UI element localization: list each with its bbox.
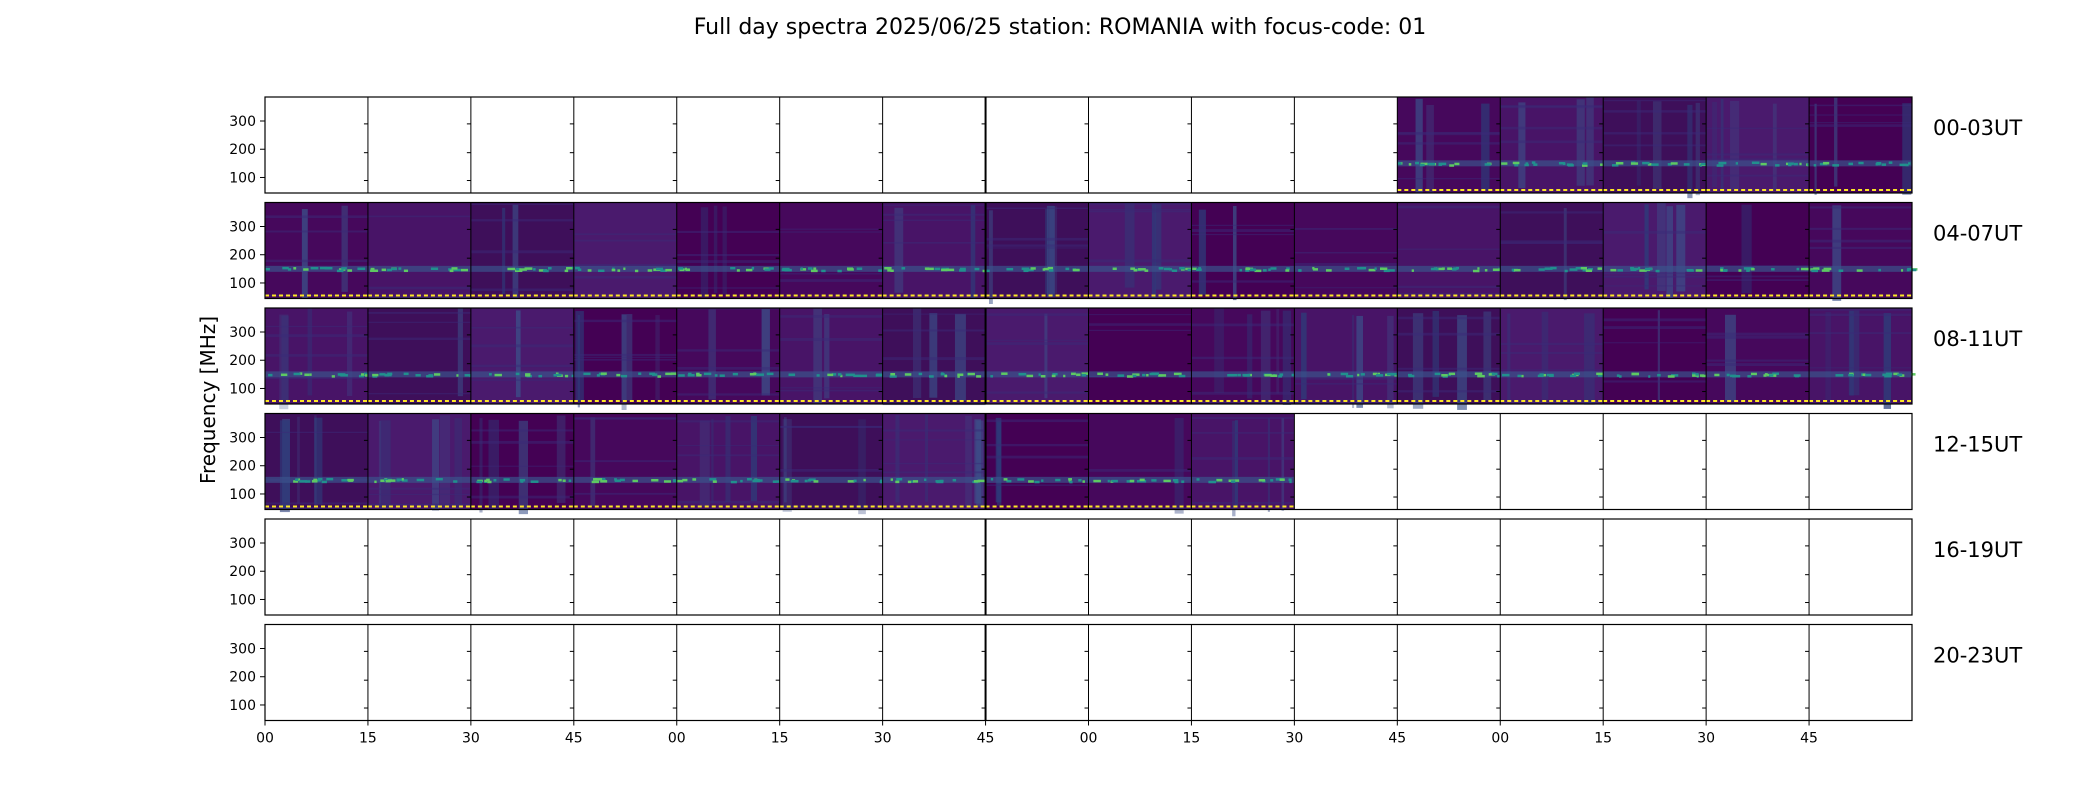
y-tick-label: 300 xyxy=(229,642,256,658)
spectrogram-panel xyxy=(1191,202,1295,301)
y-tick-label: 100 xyxy=(229,592,256,608)
y-tick-label: 300 xyxy=(229,220,256,236)
spectrogram-panel xyxy=(1294,308,1399,409)
y-tick-label: 100 xyxy=(229,381,256,397)
spectrogram-panel xyxy=(1500,202,1604,301)
spectrogram-panel xyxy=(367,202,471,299)
spectrogram-panel xyxy=(1603,97,1710,199)
spectrogram-panel xyxy=(1397,308,1502,410)
spectrogram-panel xyxy=(676,202,780,299)
spectrogram-panel xyxy=(367,308,472,404)
x-tick-label: 00 xyxy=(1491,731,1509,747)
y-tick-label: 300 xyxy=(229,325,256,341)
spectrogram-panel xyxy=(1603,202,1707,299)
y-tick-label: 200 xyxy=(229,564,256,580)
y-tick-label: 100 xyxy=(229,276,256,292)
spectrogram-panel xyxy=(470,308,578,404)
spectrogram-panel xyxy=(882,413,986,510)
spectrogram-panel xyxy=(1809,308,1916,409)
y-tick-label: 300 xyxy=(229,536,256,552)
spectrogram-panel xyxy=(1088,202,1194,299)
row-label: 20-23UT xyxy=(1933,644,2022,668)
chart-title: Full day spectra 2025/06/25 station: ROM… xyxy=(694,15,1427,40)
x-tick-label: 30 xyxy=(1697,731,1715,747)
x-tick-label: 30 xyxy=(1285,731,1303,747)
spectrogram-panel xyxy=(265,308,369,410)
spectrogram-panel xyxy=(1191,308,1298,405)
spectrogram-panel xyxy=(470,202,574,299)
row-label: 12-15UT xyxy=(1933,433,2022,457)
x-tick-label: 00 xyxy=(668,731,686,747)
x-tick-label: 45 xyxy=(977,731,995,747)
spectrogram-panel xyxy=(882,308,986,406)
spectrogram-panel xyxy=(882,202,989,299)
spectrogram-panel xyxy=(1809,202,1918,301)
spectrogram-panel xyxy=(676,413,781,510)
spectrogram-panel xyxy=(985,202,1089,304)
y-tick-label: 200 xyxy=(229,248,256,264)
spectrogram-panel xyxy=(779,202,885,299)
spectrogram-panel xyxy=(1603,308,1709,404)
x-tick-label: 00 xyxy=(256,731,274,747)
spectrogram-panel xyxy=(367,413,474,511)
spectrogram-panel xyxy=(985,308,1089,404)
x-tick-label: 00 xyxy=(1080,731,1098,747)
spectrogram-panel xyxy=(1191,413,1295,517)
spectrogram-panel xyxy=(1088,308,1192,404)
spectrogram-panel xyxy=(470,413,574,515)
row-label: 00-03UT xyxy=(1933,116,2022,140)
y-tick-label: 100 xyxy=(229,170,256,186)
x-axis: 00 15 30 45 00 15 30 45 00 15 30 45 00 15 30 45 xyxy=(256,720,1818,747)
spectrogram-panel xyxy=(265,202,368,299)
y-tick-label: 300 xyxy=(229,114,256,130)
spectrogram-panel xyxy=(573,202,677,299)
row-label: 16-19UT xyxy=(1933,538,2022,562)
x-tick-label: 45 xyxy=(1800,731,1818,747)
spectrogram-panel xyxy=(1294,202,1398,299)
y-axis-label: Frequency [MHz] xyxy=(196,316,220,484)
spectrogram-grid: 100 200 300 00-03UT 100 200 300 04-07UT 100 200 30… xyxy=(229,96,2022,722)
y-tick-label: 300 xyxy=(229,431,256,447)
spectrogram-panel xyxy=(1500,308,1607,405)
spectrogram-panel xyxy=(573,413,680,510)
x-tick-label: 30 xyxy=(462,731,480,747)
spectrogram-panel xyxy=(985,413,1095,510)
spectrogram-panel xyxy=(1706,308,1810,404)
spectrogram-panel xyxy=(1706,202,1813,299)
spectrogram-panel xyxy=(265,413,368,513)
row-label: 04-07UT xyxy=(1933,222,2022,246)
x-tick-label: 45 xyxy=(565,731,583,747)
y-tick-label: 200 xyxy=(229,670,256,686)
spectrogram-panel xyxy=(1397,97,1501,193)
spectrogram-panel xyxy=(1706,97,1814,193)
x-tick-label: 15 xyxy=(359,731,377,747)
spectrogram-panel xyxy=(779,308,888,404)
x-tick-label: 30 xyxy=(874,731,892,747)
y-tick-label: 100 xyxy=(229,487,256,503)
x-tick-label: 15 xyxy=(1594,731,1612,747)
x-tick-label: 15 xyxy=(771,731,789,747)
row-label: 08-11UT xyxy=(1933,327,2022,351)
x-tick-label: 45 xyxy=(1388,731,1406,747)
spectrogram-panel xyxy=(1500,97,1606,193)
y-tick-label: 200 xyxy=(229,459,256,475)
spectrogram-panel xyxy=(1088,413,1192,514)
y-tick-label: 200 xyxy=(229,353,256,369)
y-tick-label: 200 xyxy=(229,142,256,158)
spectrogram-panel xyxy=(573,308,683,410)
y-tick-label: 100 xyxy=(229,698,256,714)
spectrogram-panel xyxy=(1397,202,1506,299)
spectrogram-panel xyxy=(676,308,780,404)
spectrogram-panel xyxy=(779,413,888,515)
x-tick-label: 15 xyxy=(1183,731,1201,747)
spectrogram-panel xyxy=(1809,97,1912,195)
